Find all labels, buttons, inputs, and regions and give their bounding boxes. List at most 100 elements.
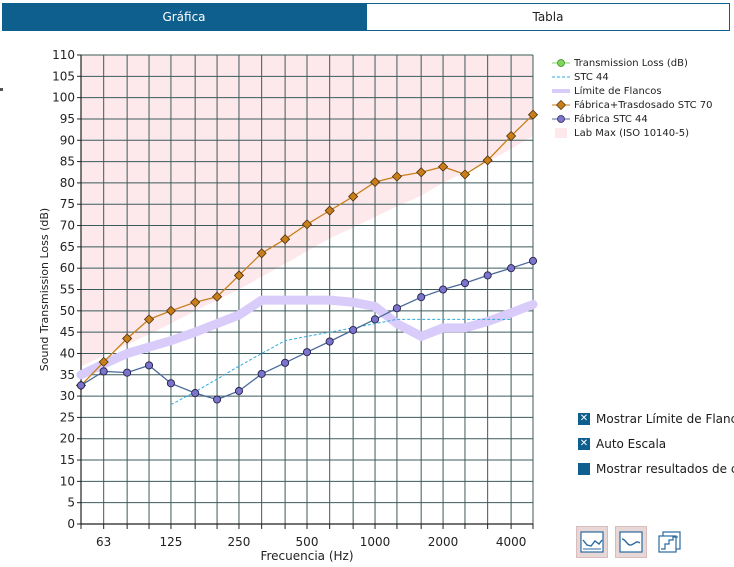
fabrica-point	[302, 348, 312, 357]
legend-item-transmission-loss[interactable]: Transmission Loss (dB)	[552, 56, 713, 70]
fabrica-trasdosado-point	[482, 155, 493, 166]
legend-flank-icon	[552, 89, 570, 93]
legend-item-stc[interactable]: STC 44	[552, 70, 713, 84]
show-flank-limit-checkbox[interactable]: ✕ Mostrar Límite de Flancos	[578, 406, 734, 431]
checkbox-unchecked-icon	[578, 462, 590, 475]
transmission-loss-chart: 0 5 10 15 20 25 30 35 40 45 50 55 60 65 70 75 80 85 90 95 10…	[38, 48, 539, 563]
fabrica-trasdosado-point	[459, 169, 471, 180]
fabrica-point	[99, 367, 108, 376]
checkbox-checked-icon: ✕	[578, 412, 590, 425]
chart-toolbar	[576, 526, 686, 558]
tab-grafica[interactable]: Gráfica	[2, 3, 366, 31]
fabrica-point	[144, 361, 154, 370]
fabrica-point	[460, 279, 470, 288]
x-tick-label: 250	[228, 535, 251, 549]
fabrica-point	[166, 379, 175, 388]
legend-label: Fábrica STC 44	[574, 113, 648, 125]
fabrica-trasdosado-point	[165, 305, 177, 316]
tab-tabla[interactable]: Tabla	[366, 3, 730, 31]
legend-item-fabrica-trasdosado[interactable]: Fábrica+Trasdosado STC 70	[552, 98, 713, 112]
fabrica-point	[213, 395, 222, 404]
fabrica-point	[439, 285, 448, 294]
y-tick-label: 70	[60, 219, 75, 233]
y-tick-label: 20	[60, 432, 75, 446]
option-label: Mostrar Límite de Flancos	[596, 411, 734, 426]
stc-contour-line	[170, 318, 512, 406]
fabrica-trasdosado-point	[416, 167, 427, 178]
x-tick-label: 125	[159, 535, 182, 549]
fabrica-trasdosado-point	[190, 297, 201, 308]
chart-options: ✕ Mostrar Límite de Flancos ✕ Auto Escal…	[578, 406, 734, 481]
legend-label: Transmission Loss (dB)	[574, 57, 688, 69]
legend-label: Lab Max (ISO 10140-5)	[574, 127, 690, 139]
x-tick-label: 500	[296, 535, 319, 549]
fabrica-point	[257, 369, 266, 378]
fabrica-point	[507, 264, 516, 273]
legend-item-fabrica[interactable]: Fábrica STC 44	[552, 112, 713, 126]
y-tick-label: 40	[60, 346, 75, 360]
fabrica-trasdosado-point	[143, 314, 155, 325]
tab-bar: Gráfica Tabla	[2, 3, 730, 31]
y-tick-label: 100	[52, 91, 75, 105]
flank-limit-band	[76, 295, 538, 380]
option-label: Mostrar resultados de cargas	[596, 461, 734, 476]
fabrica-point	[76, 381, 86, 390]
fabrica-trasdosado-point	[437, 161, 449, 172]
checkbox-checked-icon: ✕	[578, 437, 590, 450]
fabrica-trasdosado-point	[122, 333, 133, 344]
y-tick-label: 105	[52, 69, 75, 83]
option-label: Auto Escala	[596, 436, 667, 451]
fabrica-trasdosado-point	[324, 205, 335, 216]
legend-area-icon	[555, 128, 567, 138]
x-tick-label: 63	[96, 535, 111, 549]
show-load-results-checkbox[interactable]: Mostrar resultados de cargas	[578, 456, 734, 481]
fabrica-trasdosado-point	[391, 171, 403, 182]
chart-legend: Transmission Loss (dB) STC 44 Límite de …	[552, 56, 713, 140]
fabrica-trasdosado-point	[369, 176, 381, 188]
step-curve-button[interactable]	[654, 526, 686, 558]
y-tick-label: 80	[60, 176, 75, 190]
tl-curve-button[interactable]	[576, 526, 608, 558]
fabrica-point	[483, 271, 492, 280]
y-tick-label: 90	[60, 133, 75, 147]
legend-circle-icon	[552, 115, 570, 123]
y-tick-label: 25	[60, 410, 75, 424]
fabrica-point	[234, 386, 244, 396]
fabrica-point	[370, 315, 380, 324]
legend-item-lab-max[interactable]: Lab Max (ISO 10140-5)	[552, 126, 713, 140]
y-tick-label: 15	[60, 453, 75, 467]
legend-label: STC 44	[574, 71, 609, 83]
y-tick-label: 35	[60, 368, 75, 382]
x-tick-label: 2000	[428, 535, 459, 549]
fabrica-point	[392, 304, 401, 313]
x-tick-label: 1000	[360, 535, 391, 549]
fabrica-trasdosado-point	[98, 356, 109, 368]
y-tick-label: 60	[60, 261, 75, 275]
y-tick-label: 55	[60, 283, 75, 297]
fabrica-trasdosado-point	[348, 191, 359, 202]
fabrica-point	[123, 368, 132, 377]
smooth-curve-icon	[619, 531, 643, 553]
y-tick-label: 5	[67, 496, 75, 510]
fabrica-trasdosado-point	[233, 270, 245, 281]
y-tick-label: 65	[60, 240, 75, 254]
y-tick-label: 75	[60, 197, 75, 211]
step-curve-icon	[658, 531, 681, 553]
fabrica-trasdosado-point	[256, 248, 267, 259]
fabrica-point	[281, 358, 290, 367]
edge-marker	[0, 88, 3, 91]
y-tick-label: 0	[67, 517, 75, 531]
fabrica-trasdosado-point	[211, 291, 223, 302]
legend-label: Límite de Flancos	[574, 85, 662, 97]
y-tick-label: 45	[60, 325, 75, 339]
legend-item-flank[interactable]: Límite de Flancos	[552, 84, 713, 98]
fabrica-point	[417, 293, 426, 302]
legend-label: Fábrica+Trasdosado STC 70	[574, 99, 713, 111]
auto-scale-checkbox[interactable]: ✕ Auto Escala	[578, 431, 734, 456]
y-tick-label: 85	[60, 155, 75, 169]
legend-tl-icon	[552, 59, 570, 67]
y-axis-title: Sound Transmission Loss (dB)	[38, 208, 51, 371]
legend-stc-icon	[552, 76, 570, 78]
smooth-curve-button[interactable]	[615, 526, 647, 558]
y-tick-label: 110	[52, 48, 75, 62]
